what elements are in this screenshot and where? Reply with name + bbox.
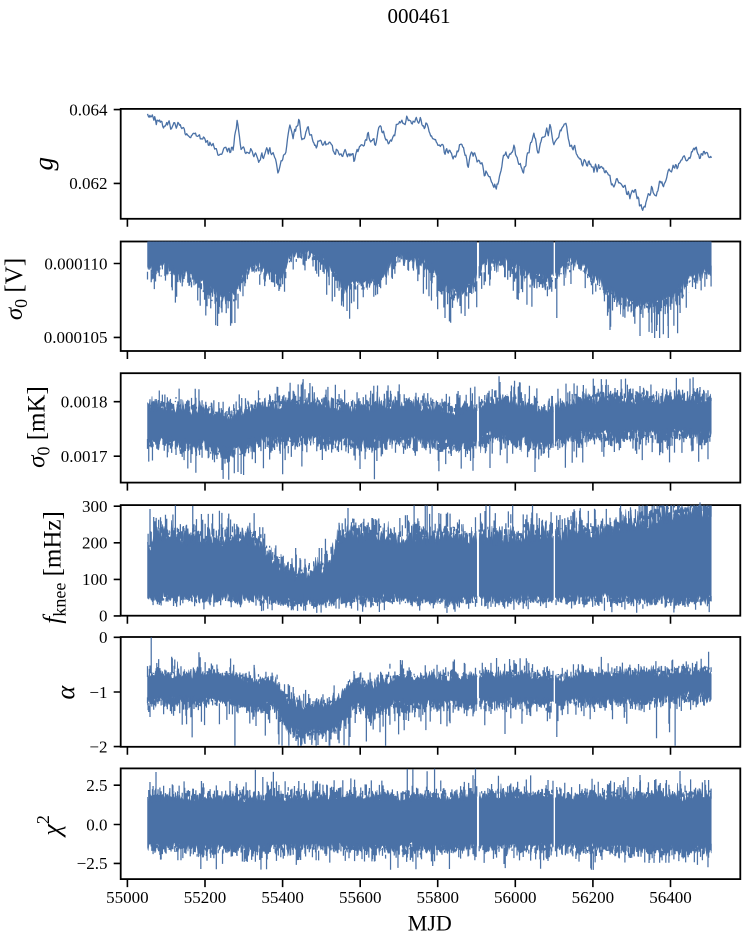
- svg-text:−2: −2: [89, 737, 107, 756]
- svg-text:55000: 55000: [106, 888, 149, 907]
- svg-text:fknee [mHz]: fknee [mHz]: [40, 511, 70, 623]
- svg-text:100: 100: [82, 570, 108, 589]
- svg-text:MJD: MJD: [408, 911, 452, 936]
- svg-text:2.5: 2.5: [86, 776, 107, 795]
- svg-text:55600: 55600: [339, 888, 382, 907]
- svg-text:0.000105: 0.000105: [44, 328, 108, 347]
- svg-text:0.062: 0.062: [69, 174, 107, 193]
- svg-text:0.0017: 0.0017: [61, 447, 108, 466]
- svg-text:56000: 56000: [494, 888, 537, 907]
- svg-text:σ0 [V]: σ0 [V]: [1, 258, 31, 320]
- svg-text:g: g: [29, 157, 59, 171]
- svg-text:0.0: 0.0: [86, 815, 107, 834]
- svg-text:56400: 56400: [649, 888, 692, 907]
- svg-text:0.000110: 0.000110: [44, 254, 107, 273]
- svg-text:α: α: [51, 685, 80, 700]
- svg-text:300: 300: [82, 497, 108, 516]
- svg-text:0: 0: [99, 628, 108, 647]
- svg-text:55800: 55800: [416, 888, 459, 907]
- svg-text:0.0018: 0.0018: [61, 393, 108, 412]
- svg-text:−2.5: −2.5: [77, 854, 108, 873]
- svg-text:55400: 55400: [261, 888, 304, 907]
- svg-text:55200: 55200: [184, 888, 227, 907]
- svg-text:0: 0: [99, 607, 108, 626]
- svg-text:σ0 [mK]: σ0 [mK]: [24, 386, 54, 468]
- svg-text:0.064: 0.064: [69, 100, 108, 119]
- svg-text:χ2: χ2: [33, 815, 66, 838]
- svg-text:000461: 000461: [388, 4, 451, 28]
- svg-text:200: 200: [82, 534, 108, 553]
- svg-text:56200: 56200: [572, 888, 615, 907]
- svg-text:−1: −1: [89, 683, 107, 702]
